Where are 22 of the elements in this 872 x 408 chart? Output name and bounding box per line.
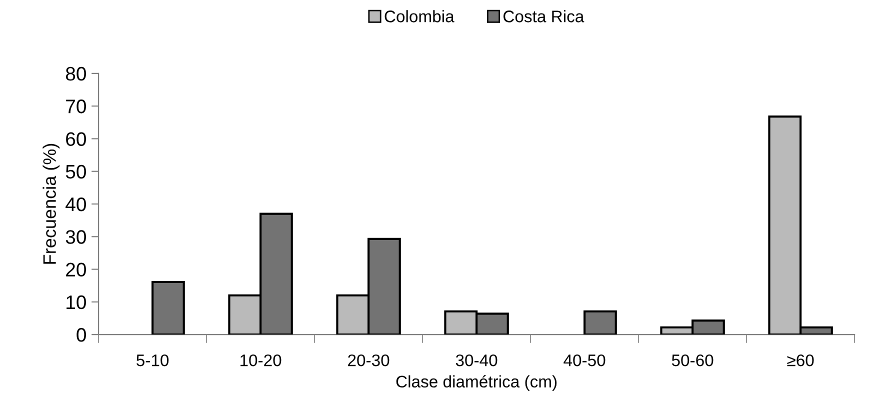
x-tick-label: 10-20 [240,354,282,366]
x-tick-label: 50-60 [672,354,714,366]
bar [151,280,185,335]
x-tick-label: ≥60 [787,354,814,366]
y-tick-label: 10 [66,295,86,310]
y-tick-label: 50 [66,164,86,179]
y-axis-title: Frecuencia (%) [42,144,60,264]
y-tick-label: 80 [66,66,86,81]
y-tick-label: 60 [66,132,86,146]
y-tick-label: 30 [66,230,86,244]
legend-label: Colombia [384,10,454,22]
x-tick-label: 5-10 [136,354,169,366]
y-tick-label: 70 [66,100,86,114]
x-tick-label: 20-30 [348,354,390,366]
bar [584,310,617,335]
x-tick-label: 30-40 [456,354,498,366]
legend-label: Costa Rica [504,10,584,22]
y-tick-label: 0 [76,328,86,342]
x-axis-title: Clase diamétrica (cm) [396,375,557,391]
y-tick-label: 20 [66,262,86,277]
x-tick-label: 40-50 [564,354,606,366]
y-tick-label: 40 [66,197,86,212]
